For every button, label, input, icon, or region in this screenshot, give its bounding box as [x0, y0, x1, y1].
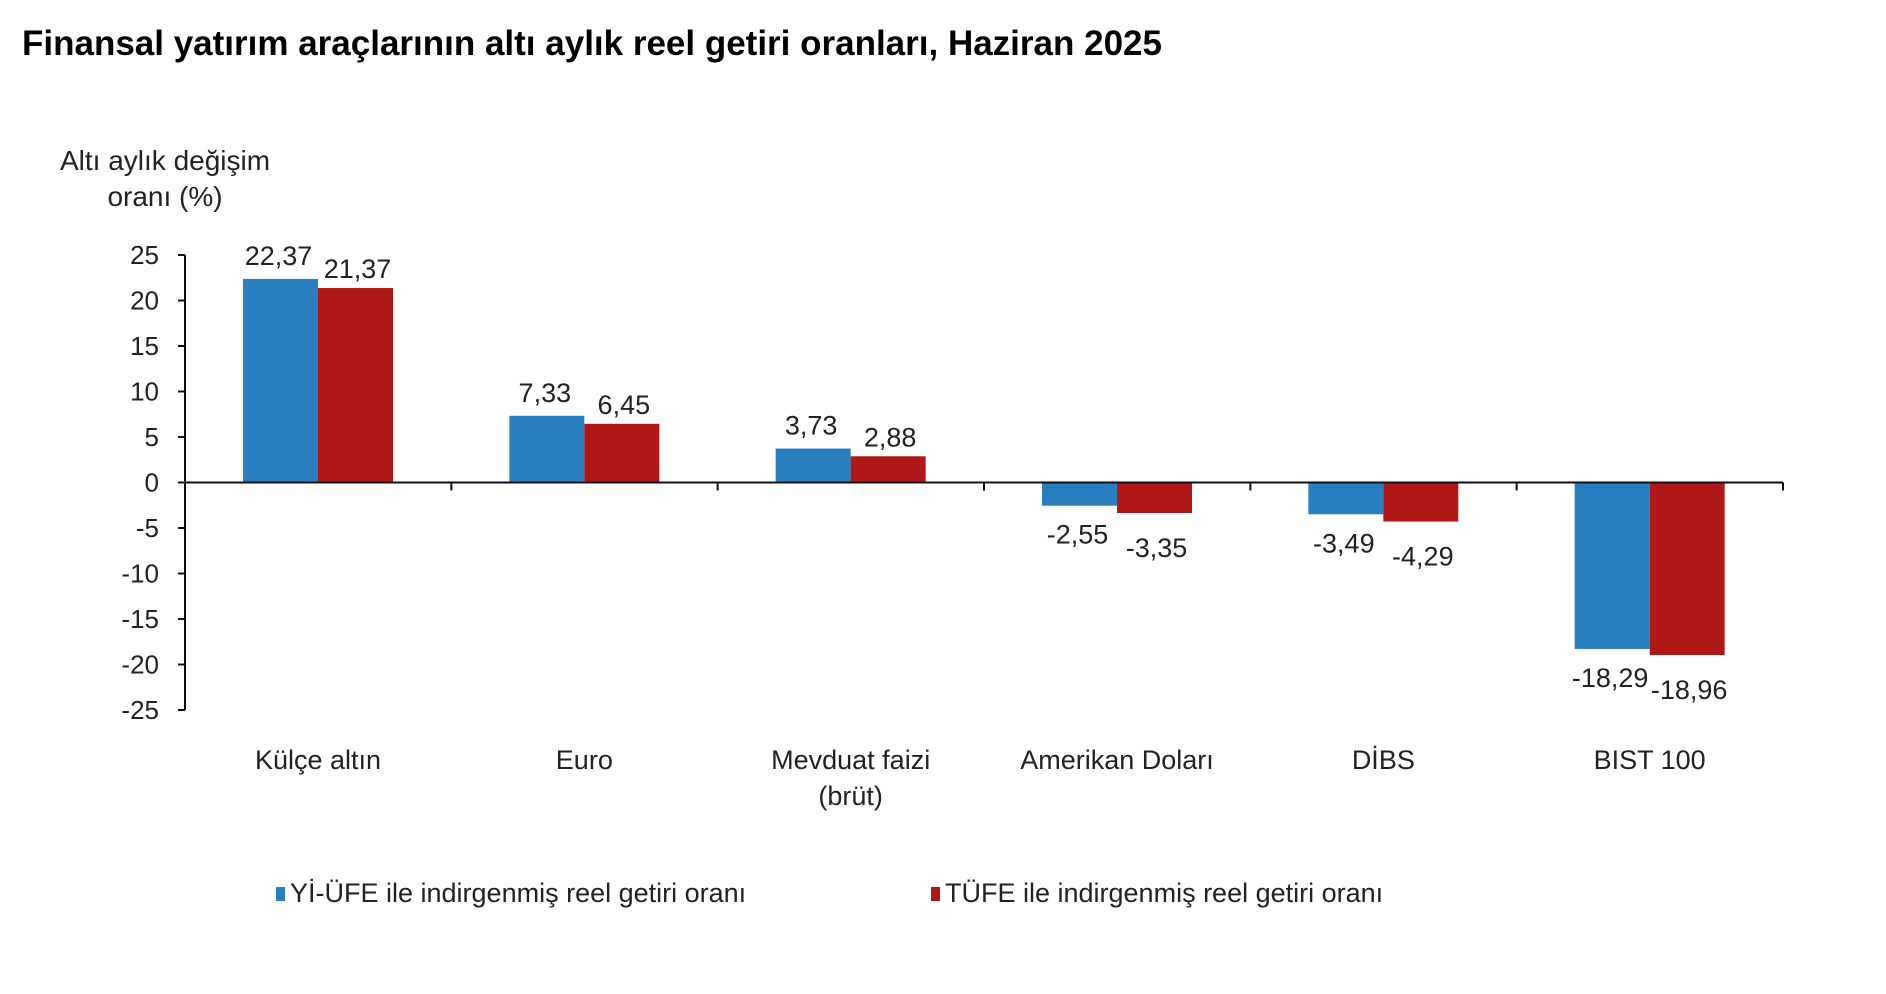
y-tick-label: 0 [145, 468, 159, 498]
bar-tufe-4 [1383, 482, 1459, 522]
bar-tufe-0 [318, 288, 393, 483]
y-tick-label: 10 [130, 377, 159, 407]
data-label: 21,37 [324, 254, 392, 284]
y-axis-label-line-2: oranı (%) [107, 181, 223, 212]
x-tick-label: Külçe altın [255, 745, 381, 775]
bar-yi-ufe-3 [1042, 482, 1117, 506]
y-tick-label: -25 [121, 695, 159, 725]
legend-item-yi-ufe: Yİ-ÜFE ile indirgenmiş reel getiri oranı [276, 878, 746, 909]
data-label: -3,35 [1126, 533, 1188, 563]
bar-tufe-5 [1649, 482, 1725, 656]
legend-label-tufe: TÜFE ile indirgenmiş reel getiri oranı [945, 878, 1384, 908]
data-label: 7,33 [519, 378, 572, 408]
data-label: 2,88 [864, 422, 917, 452]
chart-title: Finansal yatırım araçlarının altı aylık … [22, 24, 1162, 63]
bar-tufe-3 [1117, 482, 1192, 513]
y-tick-label: 25 [130, 240, 159, 270]
x-tick-label: Euro [556, 745, 613, 775]
data-label: -4,29 [1392, 542, 1454, 572]
bar-tufe-2 [850, 456, 926, 483]
bar-yi-ufe-5 [1574, 482, 1650, 649]
data-label: -2,55 [1047, 520, 1109, 550]
y-tick-label: 20 [130, 286, 159, 316]
legend-swatch-blue [276, 886, 285, 901]
x-tick-label: BIST 100 [1594, 745, 1706, 775]
legend-swatch-red [931, 886, 940, 901]
y-axis-label: Altı aylık değişim oranı (%) [60, 143, 270, 215]
y-tick-label: 5 [145, 422, 159, 452]
bar-yi-ufe-4 [1308, 482, 1384, 515]
bar-tufe-1 [584, 423, 660, 483]
data-label: 22,37 [245, 241, 313, 271]
x-tick-label: Mevduat faizi [771, 745, 930, 775]
x-tick-label: Amerikan Doları [1020, 745, 1214, 775]
legend-label-yi-ufe: Yİ-ÜFE ile indirgenmiş reel getiri oranı [290, 878, 747, 908]
data-label: -18,29 [1572, 663, 1649, 693]
data-label: 3,73 [785, 411, 838, 441]
bar-yi-ufe-0 [243, 278, 318, 483]
legend-item-tufe: TÜFE ile indirgenmiş reel getiri oranı [931, 878, 1383, 909]
data-label: 6,45 [598, 390, 651, 420]
y-tick-label: -5 [136, 513, 159, 543]
data-label: -18,96 [1651, 675, 1728, 705]
x-tick-label: (brüt) [818, 781, 883, 811]
y-tick-label: 15 [130, 331, 159, 361]
y-tick-label: -15 [121, 604, 159, 634]
y-tick-label: -10 [121, 559, 159, 589]
bar-yi-ufe-2 [775, 448, 851, 483]
data-label: -3,49 [1313, 528, 1375, 558]
y-axis-label-line-1: Altı aylık değişim [60, 145, 271, 176]
bar-yi-ufe-1 [509, 415, 585, 483]
y-tick-label: -20 [121, 650, 159, 680]
x-tick-label: DİBS [1352, 744, 1415, 775]
